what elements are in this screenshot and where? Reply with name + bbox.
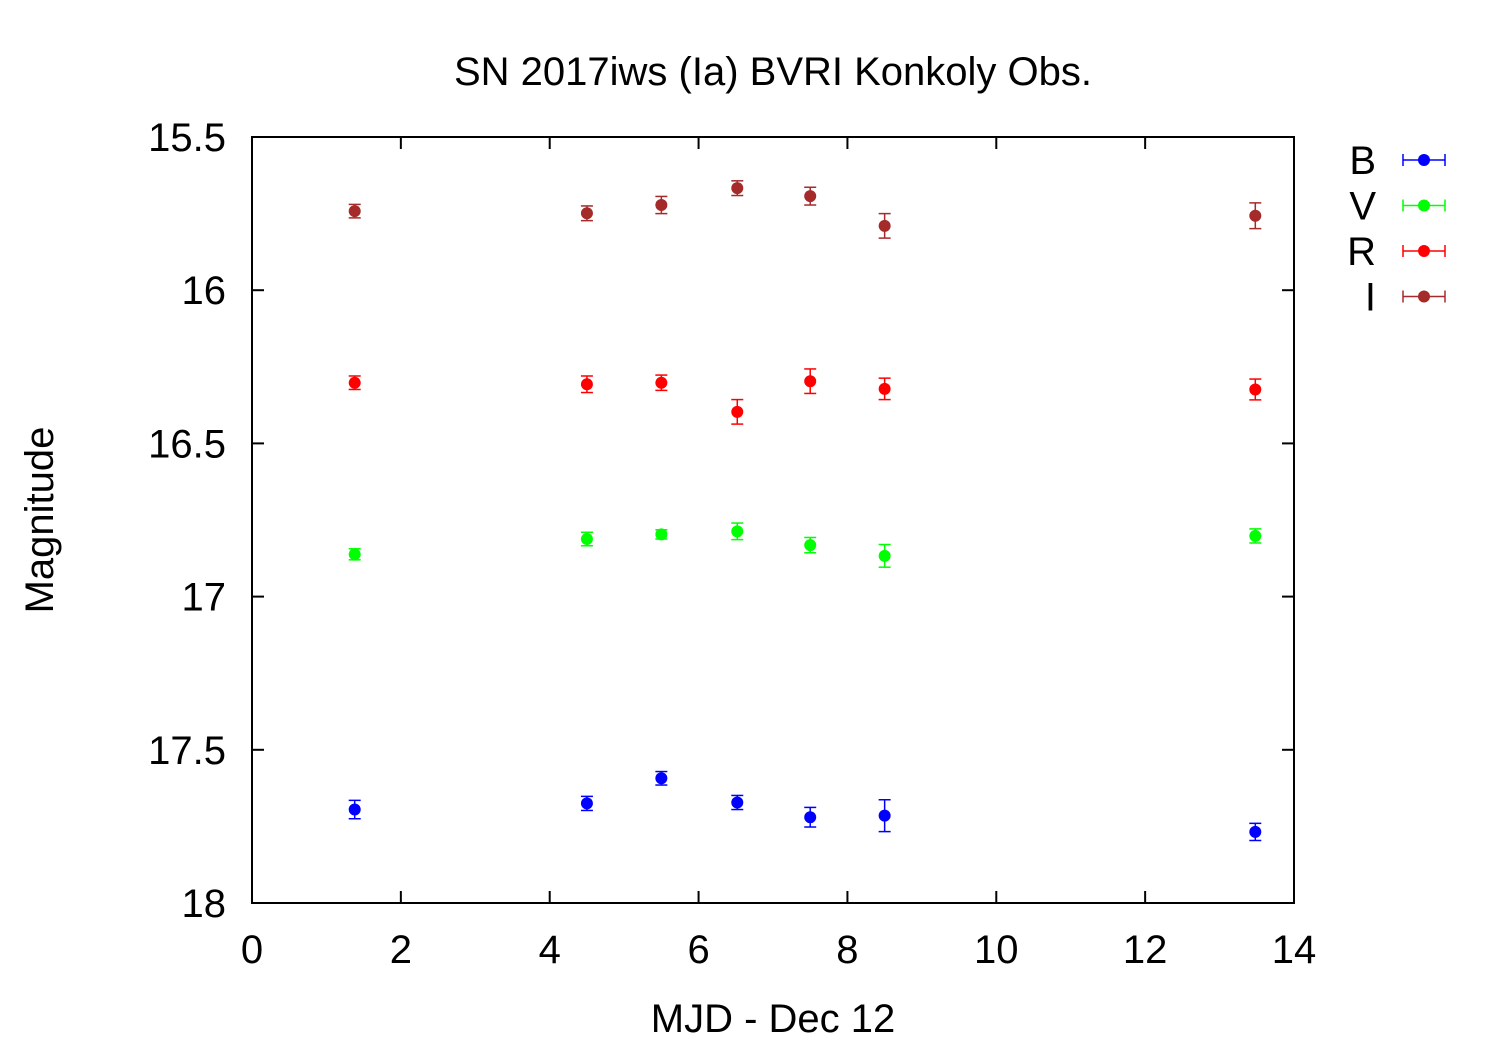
x-tick-label: 8 bbox=[836, 928, 858, 972]
data-point bbox=[804, 190, 817, 203]
data-point bbox=[878, 382, 891, 395]
data-point bbox=[348, 376, 361, 389]
legend-label: B bbox=[1349, 139, 1376, 183]
data-point bbox=[804, 539, 817, 552]
data-point bbox=[1249, 529, 1262, 542]
x-tick-labels: 0 2 4 6 8 10 12 14 bbox=[241, 928, 1316, 972]
data-point bbox=[878, 549, 891, 562]
legend-item-B: B bbox=[1349, 139, 1446, 183]
data-point bbox=[1249, 383, 1262, 396]
y-tick-label: 17 bbox=[182, 576, 227, 620]
legend: BVRI bbox=[1347, 139, 1446, 320]
data-point bbox=[580, 797, 593, 810]
data-point bbox=[580, 207, 593, 220]
series-layer bbox=[348, 180, 1262, 842]
y-tick-label: 15.5 bbox=[148, 116, 226, 160]
legend-item-I: I bbox=[1365, 276, 1446, 320]
y-tick-label: 16 bbox=[182, 269, 227, 313]
y-tick-label: 17.5 bbox=[148, 729, 226, 773]
data-point bbox=[878, 219, 891, 232]
y-axis-label: Magnitude bbox=[18, 427, 62, 614]
x-tick-label: 2 bbox=[390, 928, 412, 972]
data-point bbox=[348, 548, 361, 561]
x-tick-label: 4 bbox=[539, 928, 561, 972]
chart-title: SN 2017iws (Ia) BVRI Konkoly Obs. bbox=[454, 50, 1092, 94]
legend-label: V bbox=[1349, 185, 1376, 229]
data-point bbox=[804, 811, 817, 824]
data-point bbox=[731, 405, 744, 418]
y-tick-labels: 15.5 16 16.5 17 17.5 18 bbox=[148, 116, 226, 926]
x-tick-label: 12 bbox=[1123, 928, 1168, 972]
series-V bbox=[348, 522, 1262, 568]
series-R bbox=[348, 368, 1262, 425]
data-point bbox=[655, 199, 668, 212]
series-B bbox=[348, 770, 1262, 842]
series-I bbox=[348, 180, 1262, 239]
data-point bbox=[878, 809, 891, 822]
data-point bbox=[655, 528, 668, 541]
data-point bbox=[655, 772, 668, 785]
data-point bbox=[731, 796, 744, 809]
data-point bbox=[348, 205, 361, 218]
legend-label: I bbox=[1365, 276, 1376, 320]
legend-label: R bbox=[1347, 230, 1376, 274]
axis-ticks bbox=[251, 136, 1295, 904]
data-point bbox=[731, 182, 744, 195]
data-point bbox=[580, 532, 593, 545]
legend-item-R: R bbox=[1347, 230, 1446, 274]
x-tick-label: 10 bbox=[974, 928, 1019, 972]
data-point bbox=[731, 525, 744, 538]
x-tick-label: 14 bbox=[1272, 928, 1317, 972]
data-point bbox=[804, 375, 817, 388]
data-point bbox=[1249, 209, 1262, 222]
y-tick-label: 16.5 bbox=[148, 422, 226, 466]
data-point bbox=[348, 803, 361, 816]
data-point bbox=[655, 376, 668, 389]
x-axis-label: MJD - Dec 12 bbox=[651, 997, 896, 1041]
y-tick-label: 18 bbox=[182, 882, 227, 926]
plot-frame bbox=[251, 136, 1295, 904]
legend-item-V: V bbox=[1349, 185, 1446, 229]
legend-marker bbox=[1418, 245, 1430, 257]
x-tick-label: 6 bbox=[687, 928, 709, 972]
data-point bbox=[580, 378, 593, 391]
legend-marker bbox=[1418, 199, 1430, 212]
legend-marker bbox=[1418, 290, 1430, 303]
data-point bbox=[1249, 825, 1262, 838]
legend-marker bbox=[1418, 154, 1430, 166]
x-tick-label: 0 bbox=[241, 928, 263, 972]
